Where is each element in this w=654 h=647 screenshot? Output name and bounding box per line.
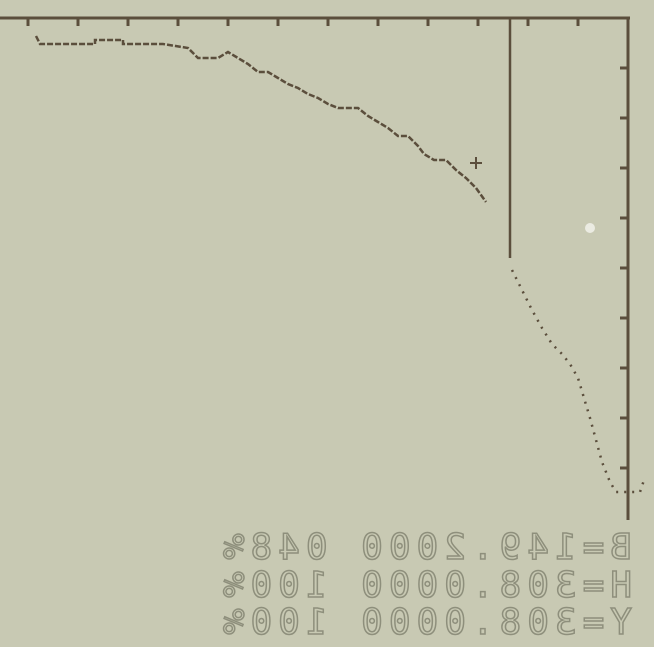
readout-line: B=149.2000 048% <box>22 530 632 566</box>
readout-line: H=308.0000 100% <box>22 568 632 604</box>
readout-line: Y=308.0000 100% <box>22 605 632 641</box>
page: B=149.2000 048% H=308.0000 100% Y=308.00… <box>0 0 654 647</box>
glare <box>585 223 595 233</box>
